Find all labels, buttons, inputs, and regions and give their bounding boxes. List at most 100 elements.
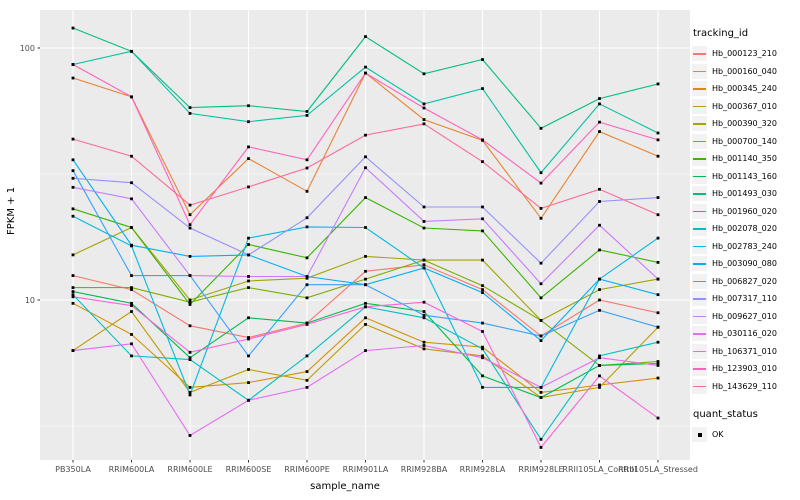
y-tick-label: 10	[25, 296, 35, 305]
data-point	[598, 277, 601, 281]
data-point	[481, 291, 484, 294]
data-point	[305, 166, 309, 170]
x-tick-label: RRIM600LE	[167, 465, 212, 474]
legend-key-line-icon	[693, 315, 706, 318]
data-point	[188, 390, 192, 394]
data-point	[305, 114, 309, 117]
data-point	[656, 154, 660, 158]
data-point	[422, 344, 426, 347]
data-point	[598, 374, 601, 378]
legend-key-line-icon	[693, 53, 706, 55]
legend-entry-label: Hb_106371_010	[712, 346, 777, 356]
data-point	[247, 145, 250, 149]
data-point	[598, 383, 601, 387]
data-point	[656, 340, 660, 344]
data-point	[422, 226, 426, 230]
data-point	[305, 256, 309, 260]
data-point	[481, 205, 484, 209]
data-point	[481, 87, 484, 91]
ok-point-icon	[697, 432, 702, 437]
legend-entry-label: Hb_006827_020	[712, 276, 777, 286]
data-point	[422, 205, 426, 209]
legend-entries: Hb_000123_210 Hb_000160_040 Hb_000345_240 H…	[692, 45, 800, 395]
data-point	[247, 157, 250, 161]
data-point	[481, 385, 484, 389]
data-point	[188, 356, 192, 360]
legend-key-box	[692, 291, 707, 307]
data-point	[71, 63, 75, 66]
data-point	[539, 216, 543, 220]
data-point	[188, 203, 192, 207]
legend-key-box	[692, 308, 707, 324]
data-point	[539, 437, 543, 441]
data-point	[598, 298, 601, 302]
data-point	[130, 274, 133, 277]
legend-entry-label: Hb_143629_110	[712, 381, 777, 391]
data-point	[188, 112, 192, 115]
legend-entry-label: Hb_001140_350	[712, 154, 777, 164]
data-point	[481, 217, 484, 221]
legend-entry-Hb_002078_020: Hb_002078_020	[692, 220, 800, 238]
legend-entry-ok: OK	[692, 426, 800, 444]
legend-entry-label: Hb_000390_320	[712, 119, 777, 129]
data-point	[481, 288, 484, 291]
data-point	[364, 35, 367, 38]
legend-title-tracking-id: tracking_id	[693, 28, 749, 39]
data-point	[364, 155, 367, 159]
legend-entry-Hb_002783_240: Hb_002783_240	[692, 238, 800, 256]
data-point	[598, 200, 601, 203]
data-point	[422, 316, 426, 320]
data-point	[247, 398, 250, 402]
legend-key-line-icon	[693, 123, 706, 125]
data-point	[422, 310, 426, 313]
legend-key-line-icon	[693, 175, 706, 178]
data-point	[422, 313, 426, 317]
x-tick-label: RRIM928LA	[460, 465, 506, 474]
data-point	[247, 381, 250, 385]
legend-key-box	[692, 81, 707, 97]
legend-entry-Hb_001143_160: Hb_001143_160	[692, 168, 800, 186]
data-point	[364, 277, 367, 281]
data-point	[305, 296, 309, 300]
data-point	[539, 261, 543, 265]
legend-entry-label: OK	[712, 430, 724, 440]
legend-entry-label: Hb_001960_020	[712, 206, 777, 216]
data-point	[130, 197, 133, 201]
data-point	[364, 65, 367, 69]
data-point	[130, 95, 133, 99]
legend-key-box	[692, 238, 707, 254]
legend-key-line-icon	[693, 298, 706, 300]
data-point	[656, 362, 660, 365]
legend-key-box	[692, 168, 707, 184]
data-point	[247, 316, 250, 320]
data-point	[130, 304, 133, 308]
data-point	[71, 290, 75, 293]
data-point	[422, 118, 426, 121]
legend-entry-Hb_000160_040: Hb_000160_040	[692, 63, 800, 81]
legend-key-line-icon	[693, 210, 706, 213]
legend-key-line-icon	[693, 88, 706, 90]
data-point	[422, 300, 426, 304]
legend-key-box	[692, 151, 707, 167]
data-point	[130, 154, 133, 158]
legend-entry-Hb_000367_010: Hb_000367_010	[692, 98, 800, 116]
legend-entry-label: Hb_007317_110	[712, 294, 777, 304]
legend-entry-Hb_007317_110: Hb_007317_110	[692, 290, 800, 308]
data-point	[598, 248, 601, 252]
legend-key-line-icon	[693, 385, 706, 388]
data-point	[656, 138, 660, 142]
x-tick-label: RRIM600PE	[284, 465, 330, 474]
legend-key-box	[692, 46, 707, 62]
data-point	[539, 446, 543, 449]
data-point	[656, 364, 660, 367]
data-point	[71, 253, 75, 257]
data-point	[422, 72, 426, 76]
legend-entry-label: Hb_009627_010	[712, 311, 777, 321]
x-tick-label: RRII105LA_Stressed	[618, 465, 698, 474]
legend-entry-label: Hb_000345_240	[712, 84, 777, 94]
data-point	[364, 349, 367, 352]
data-point	[656, 360, 660, 363]
data-point	[364, 133, 367, 137]
data-point	[364, 166, 367, 170]
